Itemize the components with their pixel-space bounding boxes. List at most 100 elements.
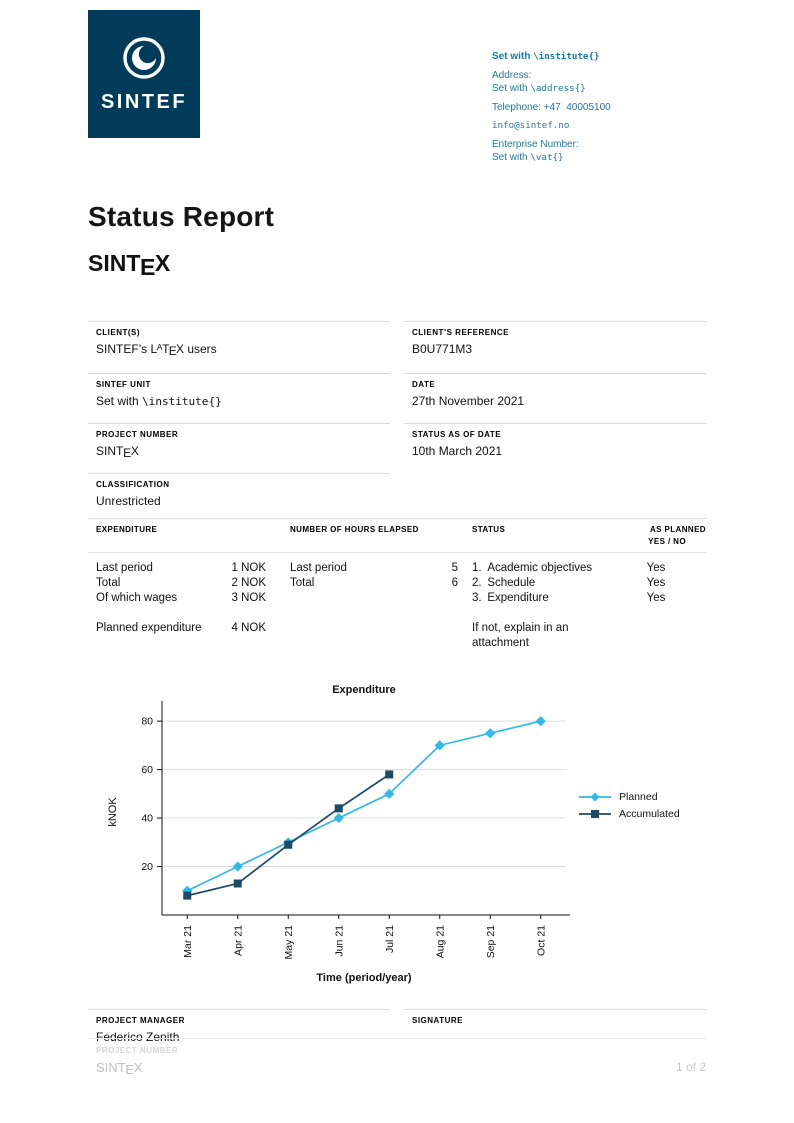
project-logo-sintex: SINTEX	[88, 249, 171, 280]
svg-text:40: 40	[141, 813, 153, 825]
svg-text:Expenditure: Expenditure	[332, 684, 396, 696]
page-header: SINTEF Set with \institute{} Address: Se…	[88, 0, 706, 165]
field-value: Unrestricted	[96, 494, 161, 509]
svg-text:Time (period/year): Time (period/year)	[316, 972, 411, 984]
field-label: CLIENT(S)	[96, 327, 141, 337]
hours-column: Last period 5 Total 6	[290, 561, 472, 651]
field-label: PROJECT NUMBER	[96, 430, 179, 440]
footer-project-number: PROJECT NUMBER SINTEX	[88, 1046, 179, 1078]
table-row: Yes	[646, 562, 666, 575]
table-row: Yes	[646, 592, 666, 605]
contact-address-label: Address:	[492, 69, 532, 81]
svg-text:Jul 21: Jul 21	[384, 925, 396, 953]
table-row: Total 6	[290, 577, 458, 590]
svg-text:May 21: May 21	[283, 925, 295, 960]
spacer	[472, 606, 620, 621]
field-value: Set with \institute{}	[96, 394, 222, 409]
field-value: SINTEX	[96, 444, 390, 461]
field-label: SIGNATURE	[412, 1016, 464, 1026]
header-expenditure: EXPENDITURE	[96, 525, 158, 535]
contact-phone: Telephone: +47 40005100	[492, 101, 611, 113]
field-client-reference: CLIENT’S REFERENCE B0U771M3	[404, 320, 706, 359]
field-signature: SIGNATURE	[404, 1009, 706, 1044]
sintef-swirl-icon	[123, 37, 165, 79]
contact-address: Set with \address{}	[492, 83, 586, 94]
svg-text:80: 80	[141, 716, 153, 728]
field-project-number: PROJECT NUMBER SINTEX	[88, 423, 390, 461]
page-title: Status Report	[88, 200, 275, 232]
svg-text:Aug 21: Aug 21	[434, 925, 446, 958]
field-value: SINTEF’s LATEX users	[96, 341, 217, 359]
details-section: CLIENT(S) SINTEF’s LATEX users CLIENT’S …	[88, 320, 706, 508]
field-sintef-unit: SINTEF UNIT Set with \institute{}	[88, 373, 390, 408]
table-row: 1. Academic objectives	[472, 562, 593, 575]
table-row: Total 2 NOK	[96, 577, 266, 590]
svg-text:Apr 21: Apr 21	[232, 925, 244, 956]
field-clients: CLIENT(S) SINTEF’s LATEX users	[88, 320, 390, 359]
expenditure-table-header: EXPENDITURE NUMBER OF HOURS ELAPSED STAT…	[88, 519, 706, 554]
svg-text:20: 20	[141, 861, 153, 873]
sintef-logo-text: SINTEF	[100, 91, 188, 113]
chart-legend: Planned Accumulated	[578, 791, 680, 825]
svg-text:Oct 21: Oct 21	[535, 925, 547, 956]
table-row: Last period 1 NOK	[96, 562, 266, 575]
table-row: Last period 5	[290, 562, 458, 575]
expenditure-table-body: Last period 1 NOK Total 2 NOK Of which wag…	[88, 553, 706, 661]
field-label: SINTEF UNIT	[96, 380, 151, 390]
contact-block: Set with \institute{} Address: Set with …	[492, 50, 706, 165]
field-status-as-of-date: STATUS AS OF DATE 10th March 2021	[404, 423, 706, 458]
legend-marker-icon	[579, 810, 611, 819]
field-value: 10th March 2021	[412, 444, 503, 459]
contact-institute: Set with \institute{}	[492, 51, 600, 62]
page-content: SINTEF Set with \institute{} Address: Se…	[88, 0, 706, 1044]
signoff-section: PROJECT MANAGER Federico Zenith SIGNATUR…	[88, 1009, 706, 1044]
as-planned-column: Yes Yes Yes	[620, 561, 706, 651]
table-row: Yes	[646, 577, 666, 590]
field-label: CLIENT’S REFERENCE	[412, 327, 510, 337]
table-row: 2. Schedule	[472, 577, 536, 590]
svg-text:Sep 21: Sep 21	[485, 925, 497, 958]
footer-sintex-logo: SINTEX	[96, 1060, 143, 1078]
header-hours: NUMBER OF HOURS ELAPSED	[290, 525, 419, 535]
sintex-logo: SINTEX	[96, 444, 139, 461]
field-project-manager: PROJECT MANAGER Federico Zenith	[88, 1009, 390, 1044]
svg-text:60: 60	[141, 764, 153, 776]
field-empty	[404, 473, 706, 508]
svg-text:kNOK: kNOK	[107, 797, 119, 827]
table-row: Of which wages 3 NOK	[96, 592, 266, 605]
header-as-planned: AS PLANNED YES / NO	[648, 525, 706, 547]
page-number: 1 of 2	[675, 1060, 706, 1074]
svg-text:Mar 21: Mar 21	[182, 925, 194, 958]
field-value: 27th November 2021	[412, 394, 525, 409]
svg-text:Jun 21: Jun 21	[333, 925, 345, 957]
table-row: 3. Expenditure	[472, 592, 549, 605]
field-value: B0U771M3	[412, 341, 473, 356]
field-label: CLASSIFICATION	[96, 480, 170, 490]
page-footer: PROJECT NUMBER SINTEX 1 of 2	[88, 1038, 706, 1078]
field-classification: CLASSIFICATION Unrestricted	[88, 473, 390, 508]
contact-email: info@sintef.no	[492, 120, 570, 131]
expenditure-table: EXPENDITURE NUMBER OF HOURS ELAPSED STAT…	[88, 518, 706, 661]
field-label: STATUS AS OF DATE	[412, 430, 502, 440]
expenditure-chart-section: Expenditure 20 40 60 80 Mar 21 Apr 21 May 21 Jun…	[100, 679, 706, 995]
legend-label: Planned	[619, 791, 658, 804]
field-value: Federico Zenith	[96, 1030, 180, 1045]
legend-label: Accumulated	[619, 808, 680, 821]
contact-enterprise-label: Enterprise Number:	[492, 138, 579, 150]
spacer	[96, 606, 290, 621]
header-status: STATUS	[472, 525, 506, 535]
sintef-logo: SINTEF	[88, 10, 200, 138]
footer-label: PROJECT NUMBER	[96, 1046, 179, 1055]
status-column: 1. Academic objectives 2. Schedule 3. Ex…	[472, 561, 620, 651]
field-date: DATE 27th November 2021	[404, 373, 706, 408]
expenditure-line-chart: Expenditure 20 40 60 80 Mar 21 Apr 21 May 21 Jun…	[107, 684, 570, 984]
expenditure-column: Last period 1 NOK Total 2 NOK Of which wag…	[96, 561, 290, 651]
status-note: If not, explain in an attachment	[472, 622, 569, 650]
legend-marker-icon	[579, 792, 611, 802]
field-label: DATE	[412, 380, 436, 390]
legend-item-accumulated: Accumulated	[578, 808, 680, 820]
field-label: PROJECT MANAGER	[96, 1016, 185, 1026]
contact-vat: Set with \vat{}	[492, 152, 564, 163]
latex-logo: LATEX	[150, 341, 184, 359]
